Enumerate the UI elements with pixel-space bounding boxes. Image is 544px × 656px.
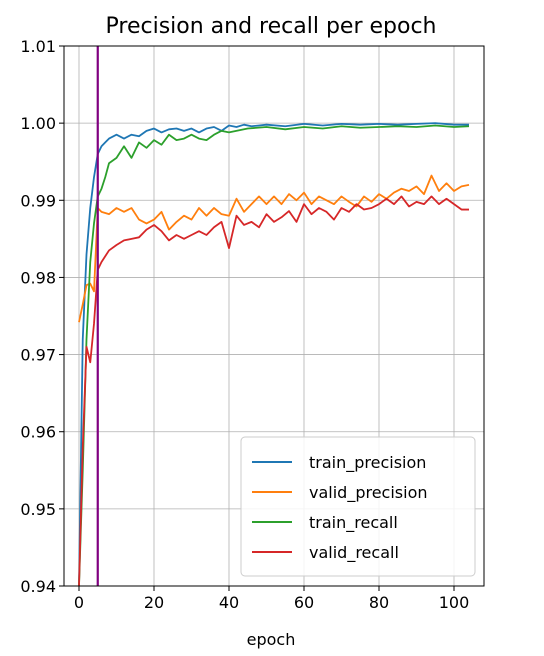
- y-tick-label: 0.96: [20, 423, 56, 442]
- series-line-train-precision: [78, 122, 469, 586]
- plot-area: [78, 46, 470, 586]
- x-tick-label: 0: [74, 593, 84, 612]
- x-tick-label: 20: [144, 593, 164, 612]
- x-tick-label: 80: [369, 593, 389, 612]
- legend-label-valid-recall: valid_recall: [309, 543, 399, 563]
- y-tick-label: 1.01: [20, 37, 56, 56]
- series-line-valid-precision: [78, 174, 470, 323]
- x-axis-label: epoch: [247, 630, 296, 649]
- chart-title: Precision and recall per epoch: [106, 14, 437, 39]
- axes-frame: [63, 45, 485, 587]
- y-tick-label: 0.99: [20, 191, 56, 210]
- axes: 0 20 40 60 80 100 0.94 0.95 0.96 0.97 0.98 0.99 1.00…: [20, 37, 485, 612]
- y-tick-label: 0.94: [20, 577, 56, 596]
- x-tick-label: 60: [294, 593, 314, 612]
- legend-label-train-precision: train_precision: [309, 453, 426, 473]
- x-tick-label: 100: [439, 593, 470, 612]
- y-tick-label: 0.98: [20, 268, 56, 287]
- legend-label-train-recall: train_recall: [309, 513, 398, 533]
- y-tick-label: 0.95: [20, 500, 56, 519]
- x-tick-label: 40: [219, 593, 239, 612]
- y-tick-label: 1.00: [20, 114, 56, 133]
- legend: train_precision valid_precision train_reca…: [240, 436, 476, 577]
- legend-label-valid-precision: valid_precision: [309, 483, 428, 503]
- legend-box: [240, 436, 476, 577]
- series-line-valid-recall: [78, 195, 469, 586]
- y-tick-label: 0.97: [20, 346, 56, 365]
- series-line-train-recall: [78, 124, 470, 586]
